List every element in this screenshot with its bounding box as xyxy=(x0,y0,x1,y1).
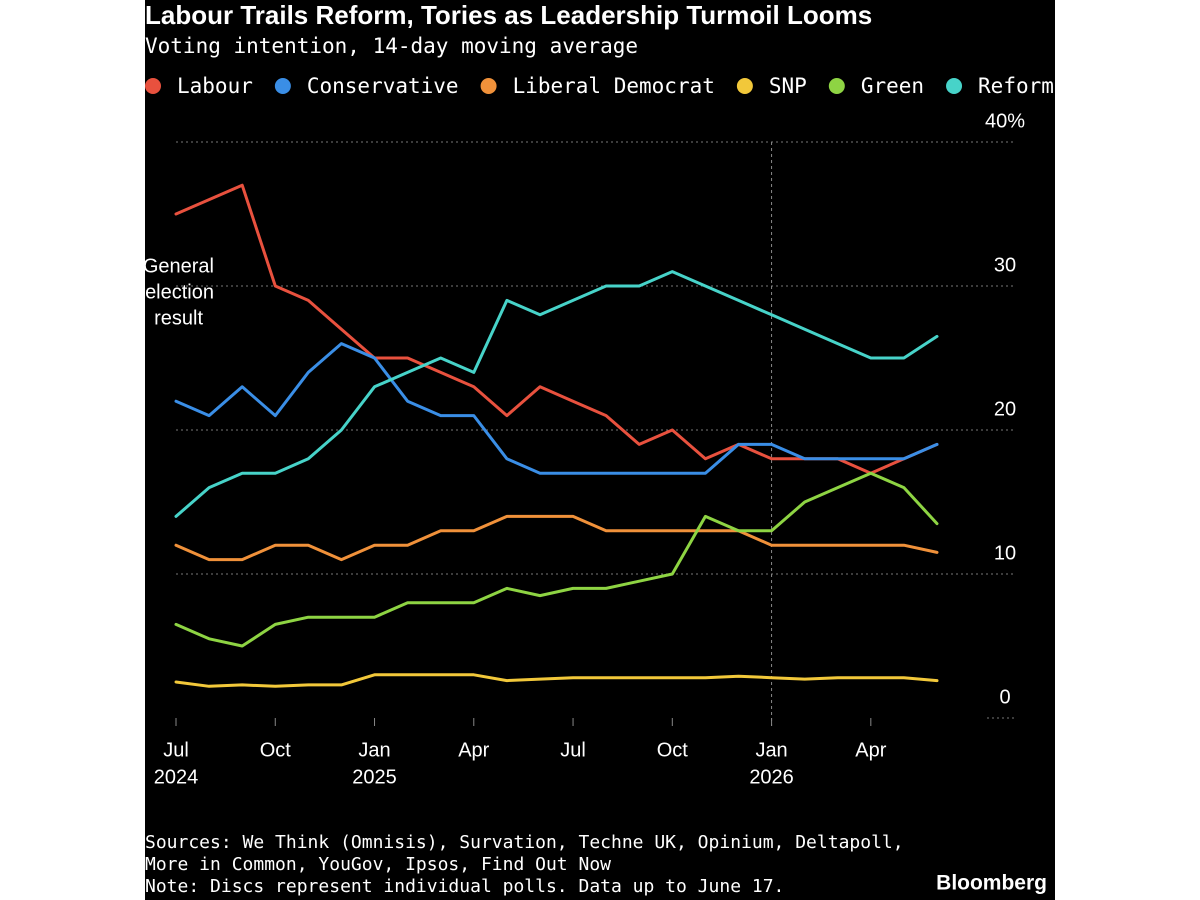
annotation: result xyxy=(154,307,203,329)
source-line: Note: Discs represent individual polls. … xyxy=(145,876,784,897)
y-tick-label: 30 xyxy=(994,254,1016,276)
chart-panel: Labour Trails Reform, Tories as Leadersh… xyxy=(145,0,1055,900)
chart: Labour Trails Reform, Tories as Leadersh… xyxy=(145,0,1055,897)
series-line xyxy=(174,471,939,648)
chart-subtitle: Voting intention, 14-day moving average xyxy=(145,34,638,58)
x-tick-label: Apr xyxy=(458,739,489,761)
annotation: General xyxy=(145,255,214,277)
x-tick-label: Jan xyxy=(358,739,390,761)
y-tick-label: 20 xyxy=(994,398,1016,420)
x-tick-year: 2026 xyxy=(749,766,794,788)
series-line xyxy=(174,673,939,688)
y-tick-label: 40% xyxy=(985,110,1025,132)
annotation: election xyxy=(145,281,214,303)
x-tick-label: Jan xyxy=(755,739,787,761)
x-tick-label: Jul xyxy=(163,739,189,761)
brand: Bloomberg xyxy=(936,872,1047,895)
legend-label: Reform UK xyxy=(978,74,1055,98)
legend-label: Liberal Democrat xyxy=(513,74,715,98)
x-tick-label: Jul xyxy=(560,739,586,761)
x-tick-label: Oct xyxy=(260,739,292,761)
x-tick-year: 2024 xyxy=(154,766,199,788)
legend-label: Green xyxy=(861,74,924,98)
y-tick-label: 10 xyxy=(994,542,1016,564)
legend-swatch xyxy=(145,78,161,94)
x-tick-label: Apr xyxy=(855,739,886,761)
chart-title: Labour Trails Reform, Tories as Leadersh… xyxy=(145,0,872,30)
legend-swatch xyxy=(828,78,845,94)
legend-swatch xyxy=(946,78,963,94)
series-line xyxy=(174,342,939,475)
source-line: Sources: We Think (Omnisis), Survation, … xyxy=(145,832,904,853)
series-line xyxy=(174,514,939,562)
legend-swatch xyxy=(736,78,753,94)
x-tick-year: 2025 xyxy=(352,766,397,788)
x-tick-label: Oct xyxy=(657,739,689,761)
y-tick-label: 0 xyxy=(999,686,1010,708)
source-line: More in Common, YouGov, Ipsos, Find Out … xyxy=(145,854,611,875)
series-line xyxy=(174,270,939,518)
legend-label: Conservative xyxy=(307,74,459,98)
legend-label: SNP xyxy=(769,74,807,98)
legend-swatch xyxy=(480,78,497,94)
legend-swatch xyxy=(274,78,291,94)
legend-label: Labour xyxy=(177,74,253,98)
